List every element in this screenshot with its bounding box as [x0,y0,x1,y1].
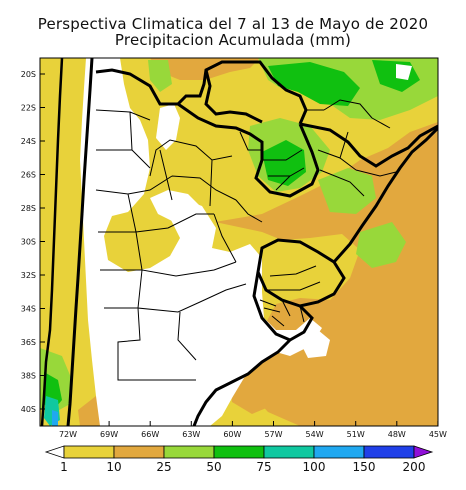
lon-tick-label: 60W [223,430,241,439]
lat-tick-label: 20S [21,70,36,79]
colorbar-label: 25 [156,460,171,474]
field-white-argentina [80,58,322,426]
colorbar-label: 1 [60,460,68,474]
colorbar-label: 200 [403,460,426,474]
lon-tick-label: 51W [347,430,365,439]
field-white-ne [396,64,412,80]
lat-tick-label: 28S [21,204,36,213]
lat-tick-label: 36S [21,338,36,347]
colorbar-swatch [213,445,265,459]
border-paraguay [177,102,320,198]
colorbar-max-arrow [413,445,434,459]
lat-tick-label: 32S [21,271,36,280]
precipitation-field [40,58,438,426]
province-borders [95,109,263,381]
lat-tick-label: 22S [21,104,36,113]
map-title: Perspectiva Climatica del 7 al 13 de May… [37,15,429,33]
colorbar-label: 10 [106,460,121,474]
field-white-coast [300,330,330,358]
colorbar-swatch [263,445,315,459]
province-borders-east [239,99,397,327]
axis-ticks: 20S 22S 24S 26S 28S 30S 32S 34S 36S 38S 40S 72W 69W 6… [21,70,447,439]
colorbar-label: 150 [353,460,376,474]
lat-tick-label: 24S [21,137,36,146]
lat-tick-label: 30S [21,238,36,247]
lat-tick-label: 38S [21,372,36,381]
lon-tick-label: 66W [141,430,159,439]
lon-tick-label: 48W [388,430,406,439]
colorbar-min-arrow [44,445,65,459]
field-darkgreen-north [268,62,360,106]
colorbar-label: 100 [303,460,326,474]
field-white-chaco [150,190,200,222]
map-borders [40,58,438,426]
lon-tick-label: 63W [182,430,200,439]
colorbar-swatch [313,445,365,459]
field-orange-coast [388,170,438,252]
colorbar: 1 10 25 50 75 100 150 200 [44,445,434,474]
colorbar-swatch [113,445,165,459]
lat-tick-label: 26S [21,171,36,180]
border-brazil-coast [332,126,438,263]
colorbar-swatch [363,445,415,459]
lon-tick-label: 72W [59,430,77,439]
field-green-mid [148,60,172,92]
colorbar-swatch [63,445,115,459]
field-darkgreen-misiones [262,140,306,186]
border-bolivia-argentina [95,60,308,125]
field-white-north [156,104,180,150]
lon-tick-label: 57W [264,430,282,439]
lon-tick-label: 54W [306,430,324,439]
lat-tick-label: 40S [21,405,36,414]
border-central-north [204,69,263,124]
lon-tick-label: 69W [100,430,118,439]
field-blue-sw [52,410,58,426]
border-chile-argentina [66,58,94,426]
lat-tick-label: 34S [21,305,36,314]
field-green-coast [356,222,406,268]
colorbar-label: 50 [206,460,221,474]
border-argentina-coast [192,271,314,426]
map-subtitle: Precipitacion Acumulada (mm) [114,31,352,49]
lon-tick-label: 45W [429,430,447,439]
border-brazil-south [299,122,438,168]
colorbar-label: 75 [256,460,271,474]
border-chile-pacific [40,58,64,426]
field-green-south-brazil [318,168,376,214]
colorbar-swatch [163,445,215,459]
